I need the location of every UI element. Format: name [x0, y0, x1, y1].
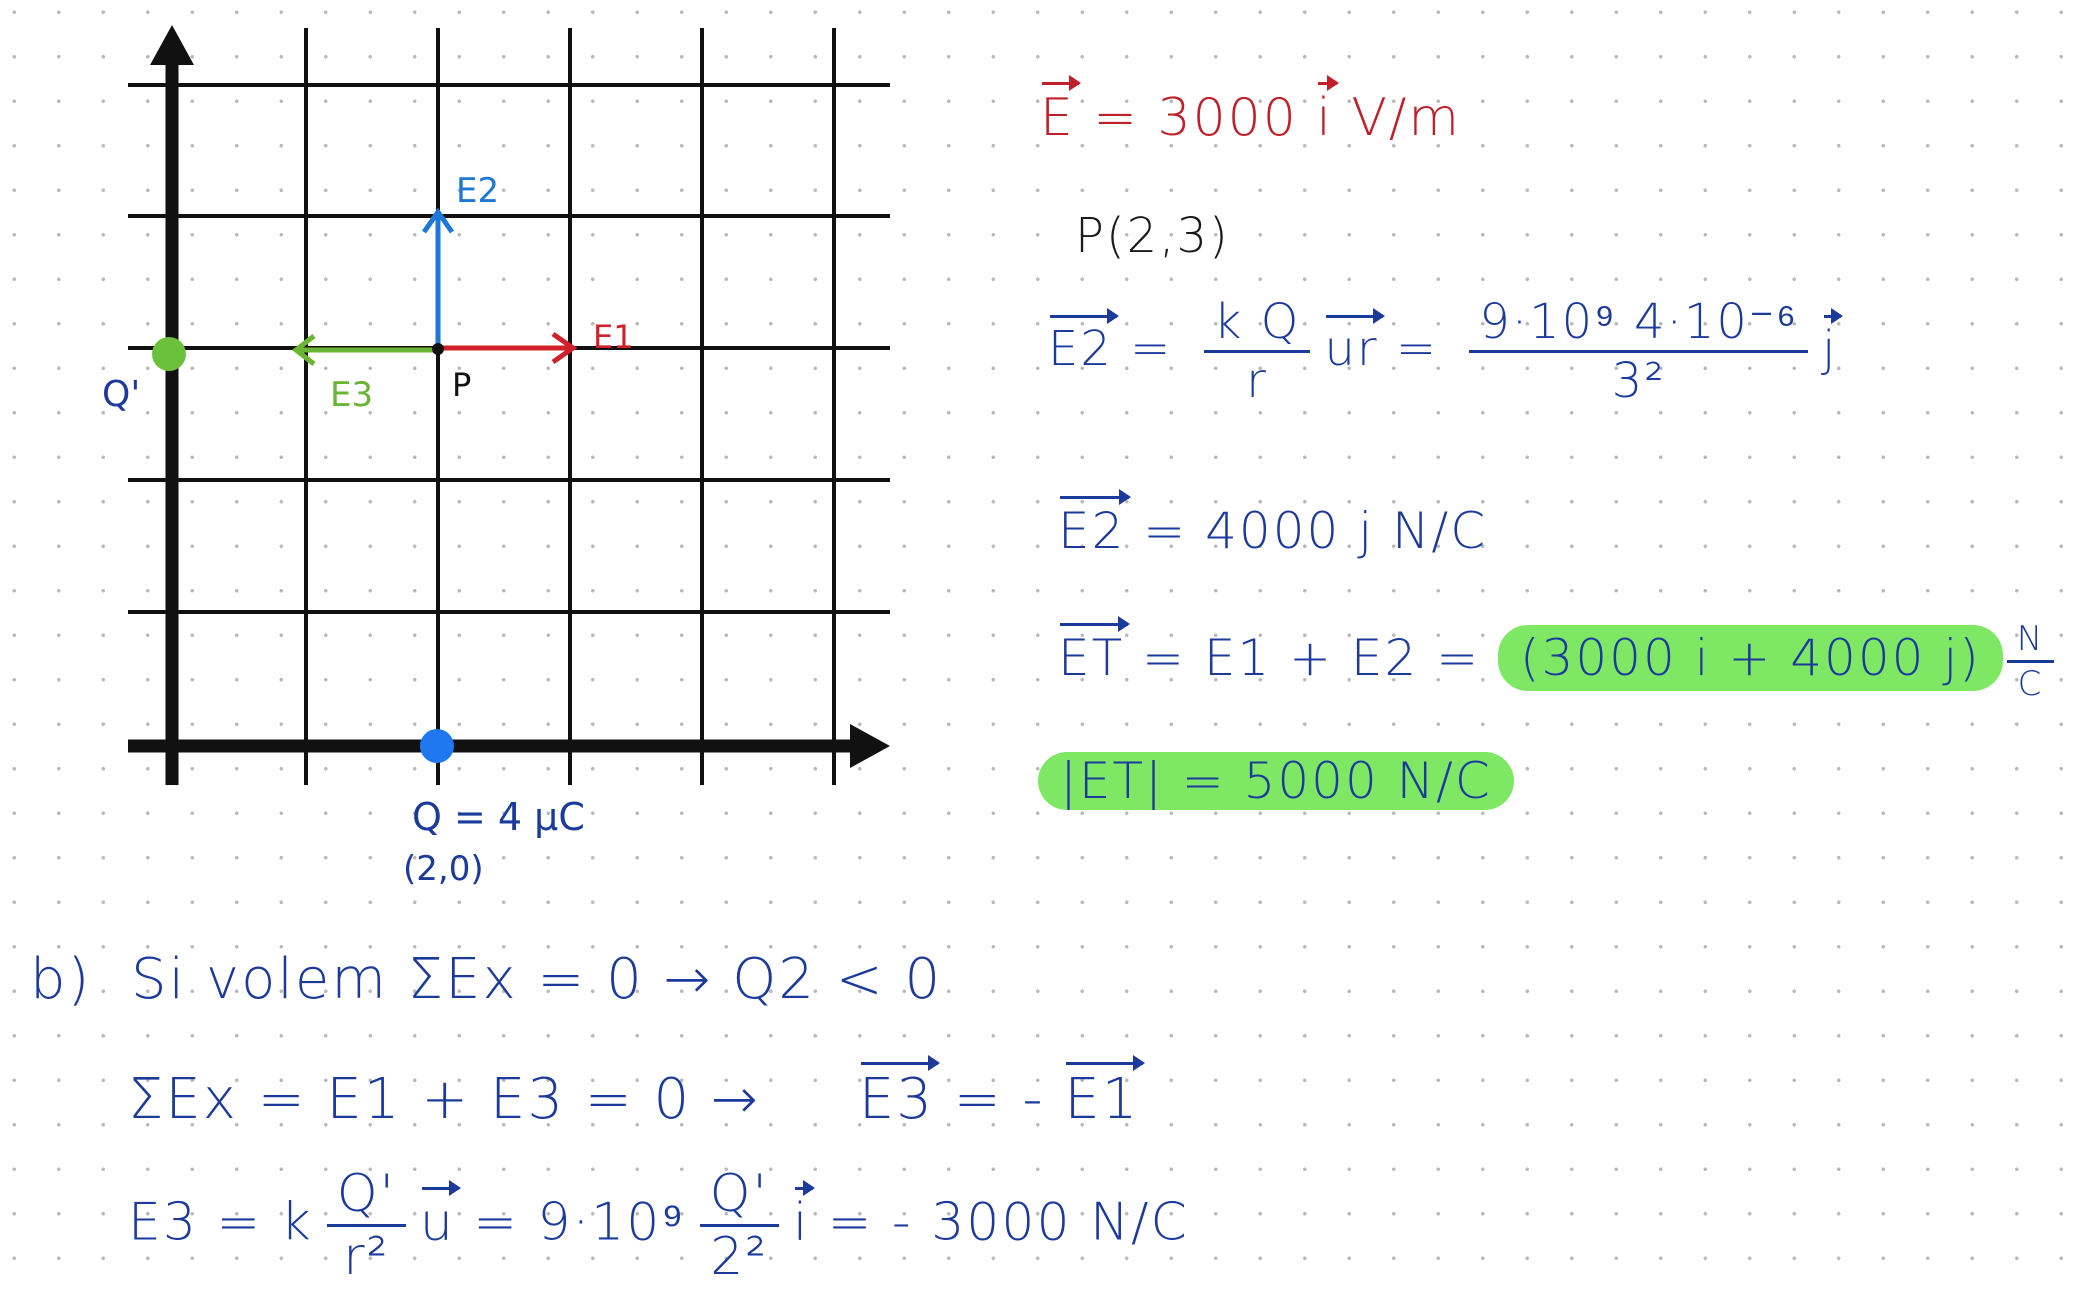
fraction-q-prime-r2: Q' r² — [326, 1168, 406, 1283]
vector-e1 — [438, 331, 578, 365]
et-symbol: ET — [1058, 616, 1131, 687]
unit-vector-u: u — [419, 1179, 461, 1253]
label-e2: E2 — [456, 171, 499, 211]
vector-diagram: E2 E1 E3 P Q' Q = 4 μC (2,0) — [102, 25, 890, 889]
eq-part-b: b) Si volem ΣEx = 0 → Q2 < 0 — [30, 952, 942, 1008]
y-axis-arrow-icon — [150, 25, 194, 65]
e1-symbol: E — [1040, 75, 1081, 148]
eq-e1: E = 3000 i V/m — [1040, 75, 1461, 148]
fraction-q-prime-4: Q' 2² — [699, 1168, 779, 1283]
label-q-prime: Q' — [102, 374, 140, 415]
label-p: P — [452, 366, 471, 404]
e2-symbol: E2 — [1058, 489, 1132, 560]
unit-vector-ur: ur — [1324, 307, 1385, 377]
part-b-text: Si volem ΣEx = 0 → Q2 < 0 — [131, 947, 943, 1012]
e1-unit: V/m — [1332, 88, 1462, 148]
label-e1: E1 — [593, 318, 634, 356]
unit-vector-i: i — [792, 1179, 816, 1253]
part-b-label: b) — [30, 947, 92, 1012]
fraction-numeric: 9·10⁹ 4·10⁻⁶ 3² — [1469, 298, 1808, 405]
unit-vector-i: i — [1316, 75, 1340, 148]
axes — [128, 25, 890, 785]
eq-sum-ex: ΣEx = E1 + E3 = 0 → E3 = - E1 — [128, 1055, 1146, 1132]
charge-q-prime — [152, 337, 186, 371]
unit-vector-j: j — [1822, 307, 1844, 377]
e1-symbol: E1 — [1064, 1055, 1146, 1132]
e3-symbol: E3 — [858, 1055, 940, 1132]
x-axis-arrow-icon — [850, 724, 890, 768]
vector-e3 — [291, 334, 438, 366]
eq-et: ET = E1 + E2 = (3000 i + 4000 j) N C — [1058, 616, 2068, 701]
eq-e3: E3 = k Q' r² u = 9·10⁹ Q' 2² i = - 3000 N/C — [128, 1164, 1189, 1287]
eq-et-magnitude: |ET| = 5000 N/C — [1038, 752, 1514, 810]
grid — [128, 28, 890, 785]
label-e3: E3 — [330, 375, 373, 415]
charge-q — [420, 729, 454, 763]
vector-e2 — [421, 207, 455, 348]
e2-symbol: E2 — [1048, 307, 1119, 377]
eq-e2-value: E2 = 4000 j N/C — [1058, 489, 1488, 560]
e1-rest: = 3000 — [1074, 88, 1317, 148]
label-q: Q = 4 μC — [412, 795, 585, 839]
point-p — [432, 343, 444, 355]
eq-point-p: P(2,3) — [1075, 208, 1230, 264]
et-highlight: (3000 i + 4000 j) — [1498, 625, 2003, 691]
label-q-coords: (2,0) — [403, 849, 484, 889]
